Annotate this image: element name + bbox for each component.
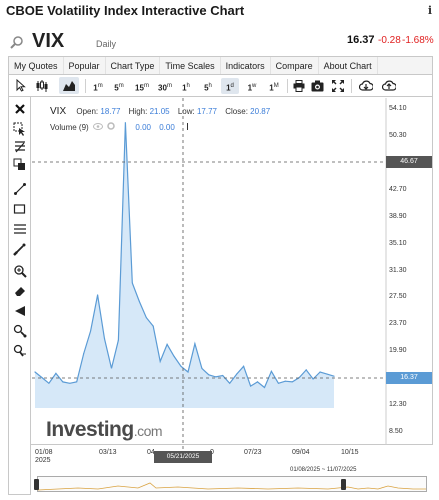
menu-chart-type[interactable]: Chart Type — [106, 57, 161, 74]
y-tick: 31.30 — [389, 267, 407, 274]
current-price-label: 16.37 — [386, 372, 432, 384]
timeframe-5m[interactable]: 5m — [114, 83, 124, 93]
navigator-range-label: 01/08/2025 ~ 11/07/2025 — [290, 467, 357, 473]
price-change: -0.28 — [378, 35, 401, 46]
y-tick: 50.30 — [389, 132, 407, 139]
crosshair-price-label: 46.67 — [386, 156, 432, 168]
legend-low-label: Low: — [177, 107, 195, 116]
y-tick: 54.10 — [389, 105, 407, 112]
navigator-right-handle[interactable] — [341, 479, 346, 490]
fibonacci-icon[interactable] — [13, 140, 27, 154]
x-tick: 03/13 — [99, 449, 117, 456]
zoom-in-icon[interactable] — [13, 264, 27, 278]
menu-indicators[interactable]: Indicators — [221, 57, 271, 74]
volume-value-2: 0.00 — [159, 123, 175, 132]
save-chart-icon[interactable] — [359, 79, 373, 92]
price-change-percent: -1.68% — [402, 35, 434, 46]
navigator-left-handle[interactable] — [34, 479, 39, 490]
investing-watermark: Investing.com — [46, 418, 163, 442]
volume-bar — [187, 123, 189, 130]
period-label: Daily — [96, 39, 117, 49]
y-tick: 38.90 — [389, 213, 407, 220]
legend-open-value: 18.77 — [100, 107, 121, 116]
legend-open-label: Open: — [76, 107, 99, 116]
menu-about-chart[interactable]: About Chart — [319, 57, 378, 74]
legend-close-label: Close: — [225, 107, 248, 116]
last-price: 16.37 — [347, 34, 375, 46]
horizontal-lines-icon[interactable] — [13, 222, 27, 236]
timeframe-15m[interactable]: 15m — [135, 83, 149, 93]
y-tick: 42.70 — [389, 186, 407, 193]
drawing-toolbar — [8, 97, 31, 495]
y-tick: 12.30 — [389, 401, 407, 408]
legend-high-value: 21.05 — [149, 107, 170, 116]
print-icon[interactable] — [293, 80, 305, 92]
chart-area[interactable] — [31, 97, 433, 445]
page-title: CBOE Volatility Index Interactive Chart — [6, 3, 245, 18]
y-tick: 8.50 — [389, 428, 403, 435]
brush-icon[interactable] — [13, 242, 27, 256]
eraser-icon[interactable] — [13, 284, 27, 298]
legend-symbol: VIX — [50, 106, 67, 117]
timeframe-1h[interactable]: 1h — [182, 83, 190, 93]
timeframe-1M[interactable]: 1M — [269, 83, 279, 93]
x-tick: 04 — [147, 449, 155, 456]
info-icon[interactable]: i — [427, 4, 433, 17]
close-icon[interactable] — [13, 102, 27, 116]
annotation-icon[interactable] — [13, 344, 27, 358]
x-tick: 01/08 — [35, 449, 53, 456]
timeframe-1w[interactable]: 1w — [247, 83, 257, 93]
y-tick: 27.50 — [389, 293, 407, 300]
menu-popular[interactable]: Popular — [64, 57, 106, 74]
menu-compare[interactable]: Compare — [271, 57, 319, 74]
y-tick: 23.70 — [389, 320, 407, 327]
load-chart-icon[interactable] — [382, 79, 396, 92]
ohlc-legend: VIX Open: 18.77 High: 21.05 Low: 17.77 C… — [50, 106, 270, 117]
legend-low-value: 17.77 — [196, 107, 218, 116]
symbol-row: VIX Daily 16.37 -0.28 -1.68% — [0, 28, 439, 54]
timeframe-5h[interactable]: 5h — [204, 83, 212, 93]
navigator-scrollbar[interactable] — [34, 476, 427, 492]
volume-label: Volume (9) — [50, 123, 89, 132]
clone-icon[interactable] — [13, 158, 27, 172]
navigator-sparkline — [38, 482, 426, 491]
magnet-icon[interactable] — [13, 304, 27, 318]
eye-icon[interactable] — [92, 123, 103, 130]
settings-icon[interactable] — [107, 122, 115, 130]
volume-value-1: 0.00 — [135, 123, 151, 132]
x-tick: 09/04 — [292, 449, 310, 456]
y-tick: 19.90 — [389, 347, 407, 354]
rectangle-tool-icon[interactable] — [13, 202, 27, 216]
measure-icon[interactable] — [13, 324, 27, 338]
cursor-icon[interactable] — [15, 79, 27, 92]
chart-toolbar: 1m 5m 15m 30m 1h 5h 1d 1w 1M — [8, 75, 433, 97]
volume-legend: Volume (9) 0.00 0.00 — [50, 122, 189, 132]
timeframe-30m[interactable]: 30m — [158, 83, 172, 93]
watermark-suffix: .com — [133, 423, 163, 439]
camera-icon[interactable] — [311, 80, 324, 92]
menu-time-scales[interactable]: Time Scales — [160, 57, 221, 74]
timeframe-1d[interactable]: 1d — [221, 78, 239, 94]
crosshair-date-label: 05/21/2025 — [154, 451, 212, 463]
chart-menu-bar: My Quotes Popular Chart Type Time Scales… — [8, 56, 433, 75]
x-tick: 10/15 — [341, 449, 359, 456]
candlestick-icon[interactable] — [35, 80, 49, 92]
select-tool-icon[interactable] — [13, 122, 27, 136]
area-chart-button[interactable] — [59, 77, 79, 94]
area-chart-icon — [63, 81, 75, 91]
watermark-main: Investing — [46, 418, 134, 441]
x-year-label: 2025 — [35, 457, 51, 464]
search-icon[interactable] — [10, 35, 24, 49]
trendline-icon[interactable] — [13, 182, 27, 196]
menu-my-quotes[interactable]: My Quotes — [9, 57, 64, 74]
legend-close-value: 20.87 — [250, 107, 271, 116]
x-tick: 07/23 — [244, 449, 262, 456]
symbol-name[interactable]: VIX — [32, 30, 65, 52]
fullscreen-icon[interactable] — [332, 80, 344, 92]
y-tick: 35.10 — [389, 240, 407, 247]
legend-high-label: High: — [128, 107, 148, 116]
timeframe-1m[interactable]: 1m — [93, 83, 103, 93]
